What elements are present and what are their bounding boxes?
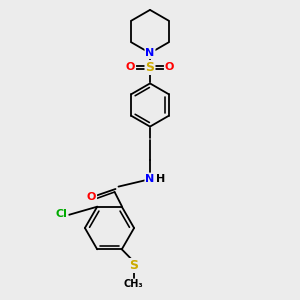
- Text: O: O: [165, 62, 174, 73]
- Text: S: S: [129, 259, 138, 272]
- Text: N: N: [146, 173, 154, 184]
- Text: H: H: [156, 173, 165, 184]
- Text: Cl: Cl: [56, 208, 68, 219]
- Text: O: O: [126, 62, 135, 73]
- Text: N: N: [146, 48, 154, 58]
- Text: O: O: [87, 191, 96, 202]
- Text: CH₃: CH₃: [124, 279, 143, 290]
- Text: S: S: [146, 61, 154, 74]
